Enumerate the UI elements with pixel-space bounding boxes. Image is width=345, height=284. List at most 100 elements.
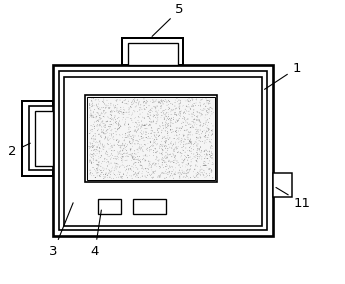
Point xyxy=(89,160,95,165)
Point xyxy=(186,122,191,127)
Point xyxy=(139,166,145,171)
Point xyxy=(96,117,102,122)
Point xyxy=(155,175,161,179)
Point xyxy=(129,135,135,139)
Point xyxy=(204,137,210,142)
Point xyxy=(93,153,99,158)
Point xyxy=(109,132,115,136)
Point xyxy=(90,134,96,139)
Point xyxy=(184,104,189,108)
Point xyxy=(108,161,114,165)
Point xyxy=(139,131,144,136)
Point xyxy=(173,145,179,150)
Point xyxy=(168,109,174,113)
Point xyxy=(178,114,184,118)
Point xyxy=(142,99,147,104)
Point xyxy=(115,161,120,166)
Point xyxy=(105,127,111,132)
Point xyxy=(186,102,191,107)
Point xyxy=(106,101,111,106)
Point xyxy=(144,122,149,127)
Point xyxy=(192,155,198,160)
Point xyxy=(166,166,171,171)
Point xyxy=(125,143,130,147)
Point xyxy=(175,99,180,104)
Point xyxy=(207,138,212,142)
Point xyxy=(116,140,121,145)
Point xyxy=(93,147,99,152)
Point xyxy=(151,113,157,117)
Point xyxy=(132,155,138,160)
Point xyxy=(210,153,216,157)
Point xyxy=(196,100,202,104)
Point xyxy=(116,115,122,120)
Point xyxy=(187,122,193,127)
Point xyxy=(207,174,212,178)
Point xyxy=(193,154,199,158)
Point xyxy=(99,135,104,139)
Point xyxy=(197,120,203,124)
Point xyxy=(189,124,195,129)
Point xyxy=(138,148,143,152)
Point xyxy=(111,148,117,153)
Point xyxy=(195,115,200,120)
Point xyxy=(87,146,92,150)
Point xyxy=(133,175,138,179)
Point xyxy=(194,129,199,134)
Point xyxy=(87,113,93,117)
Point xyxy=(198,104,203,108)
Point xyxy=(177,110,182,114)
Point xyxy=(137,112,143,116)
Point xyxy=(203,113,209,117)
Point xyxy=(159,163,165,167)
Point xyxy=(200,164,206,168)
Point xyxy=(132,98,137,103)
Point xyxy=(120,143,126,147)
Point xyxy=(168,165,174,170)
Point xyxy=(180,116,186,121)
Point xyxy=(131,154,137,158)
Point xyxy=(136,114,141,119)
Point xyxy=(101,99,107,103)
Point xyxy=(138,126,144,131)
Point xyxy=(104,160,109,164)
Point xyxy=(203,135,208,139)
Point xyxy=(140,123,146,128)
Point xyxy=(190,123,195,128)
Point xyxy=(187,139,193,144)
Point xyxy=(136,157,141,161)
Point xyxy=(109,143,114,148)
Point xyxy=(128,141,133,146)
Point xyxy=(96,107,101,112)
Point xyxy=(100,130,105,134)
Point xyxy=(166,105,171,109)
Point xyxy=(209,128,215,133)
Point xyxy=(131,172,137,177)
Point xyxy=(195,129,200,133)
Point xyxy=(192,167,198,172)
Point xyxy=(174,126,179,131)
Point xyxy=(108,103,114,107)
Point xyxy=(107,124,112,129)
Point xyxy=(133,105,139,109)
Point xyxy=(158,173,163,177)
Point xyxy=(209,133,214,137)
Point xyxy=(101,110,106,115)
Point xyxy=(190,174,196,178)
Point xyxy=(127,126,133,130)
Point xyxy=(180,170,186,174)
Point xyxy=(184,169,189,174)
Point xyxy=(194,135,199,140)
Point xyxy=(101,167,107,171)
Point xyxy=(108,109,113,114)
Point xyxy=(116,109,122,114)
Point xyxy=(131,173,137,178)
Point xyxy=(201,149,207,154)
Point xyxy=(121,105,126,109)
Point xyxy=(181,120,186,125)
Point xyxy=(165,124,170,128)
Point xyxy=(160,135,166,139)
Point xyxy=(100,159,106,164)
Point xyxy=(152,130,158,135)
Point xyxy=(165,146,171,151)
